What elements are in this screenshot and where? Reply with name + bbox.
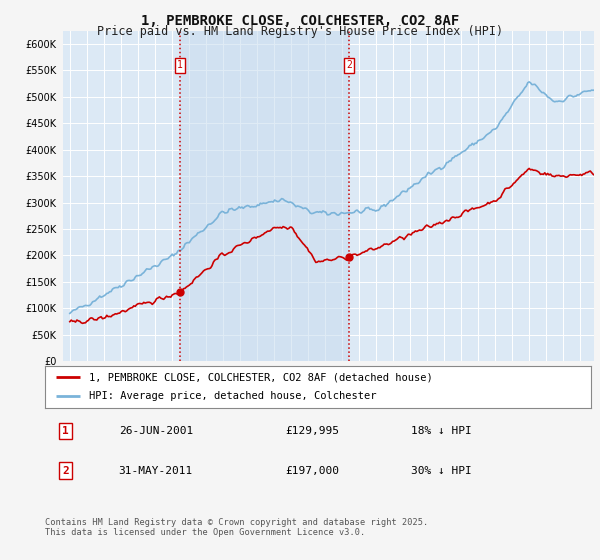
Text: Contains HM Land Registry data © Crown copyright and database right 2025.
This d: Contains HM Land Registry data © Crown c… — [45, 518, 428, 538]
Text: 1, PEMBROKE CLOSE, COLCHESTER, CO2 8AF: 1, PEMBROKE CLOSE, COLCHESTER, CO2 8AF — [141, 14, 459, 28]
Text: HPI: Average price, detached house, Colchester: HPI: Average price, detached house, Colc… — [89, 391, 376, 402]
Text: £197,000: £197,000 — [285, 465, 339, 475]
Text: 30% ↓ HPI: 30% ↓ HPI — [411, 465, 472, 475]
Text: 26-JUN-2001: 26-JUN-2001 — [119, 426, 193, 436]
Text: 2: 2 — [62, 465, 69, 475]
Text: £129,995: £129,995 — [285, 426, 339, 436]
Text: 1: 1 — [177, 60, 183, 71]
Text: 1: 1 — [62, 426, 69, 436]
Text: Price paid vs. HM Land Registry's House Price Index (HPI): Price paid vs. HM Land Registry's House … — [97, 25, 503, 38]
Text: 31-MAY-2011: 31-MAY-2011 — [119, 465, 193, 475]
Text: 2: 2 — [346, 60, 352, 71]
Text: 1, PEMBROKE CLOSE, COLCHESTER, CO2 8AF (detached house): 1, PEMBROKE CLOSE, COLCHESTER, CO2 8AF (… — [89, 372, 433, 382]
Text: 18% ↓ HPI: 18% ↓ HPI — [411, 426, 472, 436]
Bar — [180, 31, 349, 361]
